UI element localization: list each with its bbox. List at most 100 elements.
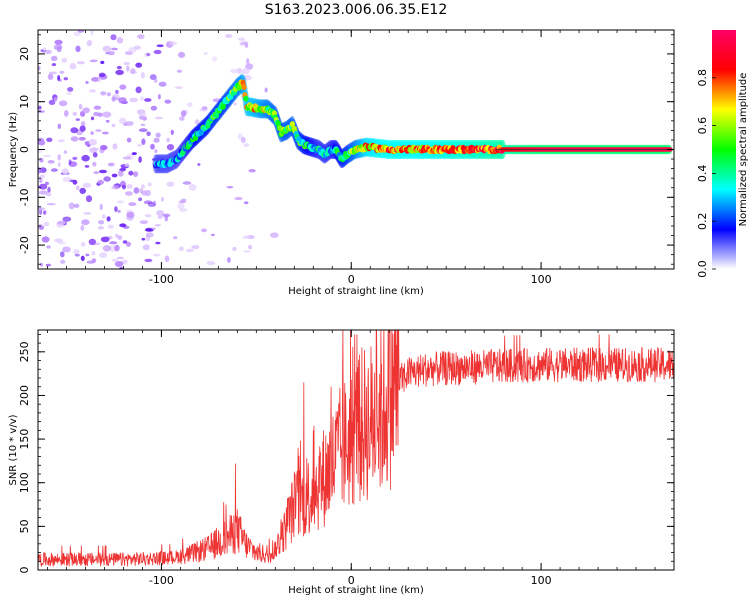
noise-blob <box>236 67 242 74</box>
noise-blob <box>91 258 97 263</box>
noise-blob <box>43 154 51 158</box>
noise-blob <box>116 200 125 204</box>
noise-blob <box>98 77 102 83</box>
noise-blob <box>79 187 86 194</box>
noise-blob <box>82 182 92 188</box>
noise-blob <box>102 245 112 252</box>
noise-blob <box>90 131 94 135</box>
noise-blob <box>38 140 45 143</box>
snr-ylabel: SNR (10 * v/v) <box>8 414 19 485</box>
noise-blob <box>47 186 51 193</box>
noise-blob <box>42 47 47 51</box>
noise-blob <box>114 261 124 267</box>
noise-blob <box>82 107 90 114</box>
noise-blob <box>179 116 185 121</box>
noise-blob <box>81 219 90 226</box>
noise-blob <box>75 118 80 121</box>
y-tick-label: 10 <box>18 95 31 109</box>
x-tick-label: 0 <box>348 574 355 587</box>
noise-blob <box>178 51 186 59</box>
noise-blob <box>54 39 63 45</box>
noise-blob <box>152 253 161 257</box>
noise-blob <box>62 168 69 175</box>
noise-blob <box>238 37 246 41</box>
spectral-ridge <box>152 73 673 174</box>
noise-blob <box>164 255 170 263</box>
noise-blob <box>72 156 78 160</box>
noise-blob <box>145 232 154 238</box>
noise-blob <box>121 259 128 264</box>
noise-blob <box>90 30 94 36</box>
noise-blob <box>38 149 43 153</box>
noise-blob <box>74 253 80 257</box>
noise-blob <box>141 237 146 241</box>
noise-blob <box>118 169 124 177</box>
snr-panel: -100 0 100 0 50 100 150 200 250 Height of straig… <box>8 329 675 596</box>
noise-blob <box>166 144 175 151</box>
noise-blob <box>77 30 85 33</box>
x-tick-label: -100 <box>149 574 174 587</box>
noise-blob <box>41 236 50 243</box>
noise-blob <box>107 162 115 167</box>
colorbar-tick-label: 0.4 <box>696 165 709 183</box>
noise-blob <box>119 223 127 228</box>
noise-blob <box>245 63 254 70</box>
noise-blob <box>142 244 150 251</box>
noise-blob <box>150 105 158 111</box>
noise-blob <box>149 74 157 81</box>
noise-blob <box>62 176 72 183</box>
noise-blob <box>51 63 57 67</box>
noise-blob <box>233 102 237 106</box>
noise-blob <box>264 87 268 93</box>
noise-blob <box>111 96 116 102</box>
noise-blob <box>38 105 42 110</box>
ridge-core <box>241 84 247 91</box>
noise-blob <box>115 89 119 94</box>
colorbar-tick-label: 0.0 <box>696 260 709 278</box>
noise-blob <box>84 165 90 168</box>
noise-blob <box>88 138 98 146</box>
noise-blob <box>69 62 77 70</box>
noise-blob <box>53 97 58 102</box>
noise-blob <box>156 210 165 217</box>
noise-blob <box>46 137 53 142</box>
noise-blob <box>138 112 147 118</box>
noise-blob <box>72 112 78 116</box>
colorbar-tick-label: 0.6 <box>696 117 709 135</box>
figure-title: S163.2023.006.06.35.E12 <box>265 2 448 18</box>
noise-blob <box>270 232 279 238</box>
noise-blob <box>154 78 158 83</box>
noise-blob <box>80 224 85 231</box>
noise-blob <box>46 203 56 206</box>
noise-blob <box>75 185 80 191</box>
noise-blob <box>98 220 105 225</box>
noise-blob <box>150 143 155 150</box>
noise-blob <box>114 206 118 213</box>
noise-blob <box>138 197 143 202</box>
noise-blob <box>169 41 178 46</box>
noise-blob <box>156 44 164 48</box>
noise-blob <box>44 181 49 186</box>
noise-blob <box>46 245 51 249</box>
noise-blob <box>241 67 250 75</box>
noise-blob <box>91 77 100 82</box>
colorbar-ticks: 0.0 0.2 0.4 0.6 0.8 <box>696 69 716 278</box>
noise-blob <box>128 202 137 207</box>
snr-xlabel: Height of straight line (km) <box>288 585 424 596</box>
noise-blob <box>114 244 120 252</box>
noise-blob <box>63 150 68 154</box>
noise-blob <box>247 235 255 239</box>
noise-blob <box>38 190 48 195</box>
noise-blob <box>80 255 85 261</box>
noise-blob <box>57 139 65 143</box>
noise-blob <box>111 258 119 262</box>
noise-blob <box>158 81 167 87</box>
colorbar-tick-label: 0.2 <box>696 212 709 230</box>
noise-blob <box>131 152 137 156</box>
noise-blob <box>43 210 47 215</box>
noise-blob <box>174 86 183 89</box>
noise-blob <box>83 212 92 215</box>
noise-blob <box>70 127 79 134</box>
noise-blob <box>128 170 134 176</box>
